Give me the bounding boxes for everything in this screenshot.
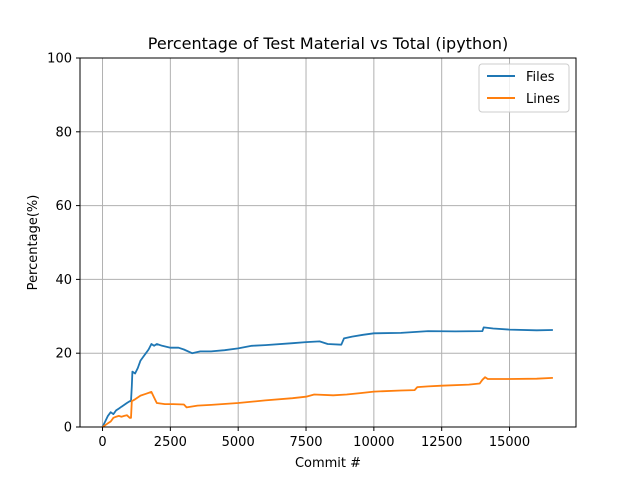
x-tick-label: 5000	[222, 435, 255, 450]
y-tick-label: 80	[55, 125, 72, 140]
legend-label-files: Files	[526, 70, 555, 85]
y-tick-label: 40	[55, 273, 72, 288]
series-layer	[101, 326, 553, 428]
legend-label-lines: Lines	[526, 92, 560, 107]
series-line-files	[101, 326, 553, 428]
legend: Files Lines	[478, 63, 570, 113]
x-tick-label: 0	[98, 435, 106, 450]
plot-area	[80, 58, 576, 427]
y-tick-label: 60	[55, 199, 72, 214]
x-tick-label: 15000	[489, 435, 530, 450]
y-tick-label: 100	[47, 52, 72, 67]
y-tick-label: 0	[64, 421, 72, 436]
y-tick-label: 20	[55, 347, 72, 362]
y-axis-label: Percentage(%)	[26, 195, 41, 291]
x-tick-label: 7500	[289, 435, 322, 450]
x-tick-label: 12500	[421, 435, 462, 450]
series-line-lines	[102, 376, 553, 428]
plot-frame	[79, 57, 577, 428]
chart-title: Percentage of Test Material vs Total (ip…	[148, 34, 509, 53]
ticks: 0 2500 5000 7500 10000 12500 15000 0 20 40 60 80 100	[47, 52, 530, 451]
x-axis-label: Commit #	[295, 456, 361, 471]
x-tick-label: 10000	[353, 435, 394, 450]
x-tick-label: 2500	[154, 435, 187, 450]
